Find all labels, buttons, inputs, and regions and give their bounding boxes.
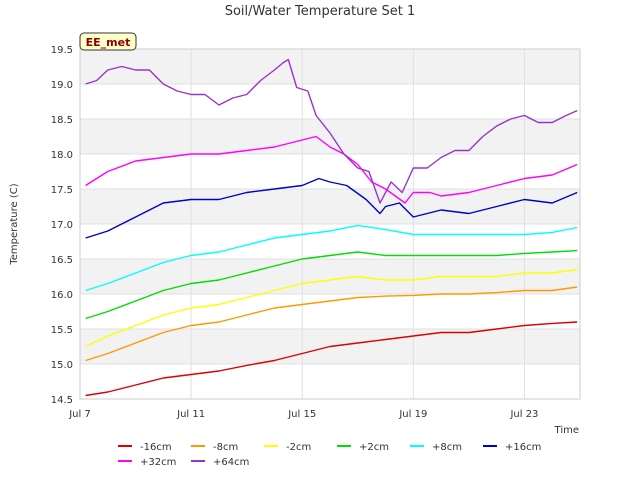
background-band: [80, 154, 580, 189]
y-tick-labels: 14.5 15.0 15.5 16.0 16.5 17.0 17.5 18.0 18.5 19.0…: [51, 45, 73, 406]
x-tick-label: Jul 23: [509, 409, 538, 420]
chart-title: Soil/Water Temperature Set 1: [225, 4, 416, 19]
background-band: [80, 84, 580, 119]
background-band: [80, 294, 580, 329]
legend-label: -8cm: [213, 442, 238, 453]
x-tick-label: Jul 19: [398, 409, 427, 420]
background-band: [80, 49, 580, 84]
series-line-+2cm: [85, 249, 578, 320]
site-badge-box: [79, 32, 137, 51]
background-band: [80, 224, 580, 259]
legend-label: +8cm: [432, 442, 462, 453]
y-tick-label: 15.5: [51, 325, 73, 336]
site-badge: EE_met: [79, 32, 137, 51]
y-tick-label: 14.5: [51, 395, 73, 406]
background-band: [80, 364, 580, 399]
y-axis-label: Temperature (C): [9, 183, 20, 265]
legend: -16cm -8cm -2cm +2cm +8cm +16cm +32cm +64cm: [118, 442, 541, 468]
series-line--2cm: [85, 268, 578, 348]
legend-label: +32cm: [140, 457, 176, 468]
y-tick-label: 16.5: [51, 255, 73, 266]
y-tick-label: 19.0: [51, 80, 73, 91]
series-line-+8cm: [85, 224, 578, 292]
series-line-+32cm: [85, 135, 578, 204]
background-band: [80, 259, 580, 294]
series-line--8cm: [85, 286, 578, 362]
y-tick-label: 16.0: [51, 290, 73, 301]
series-line-+64cm: [85, 58, 578, 204]
x-tick-label: Jul 7: [68, 409, 91, 420]
legend-label: -16cm: [140, 442, 172, 453]
y-tick-label: 17.0: [51, 220, 73, 231]
y-tick-label: 18.0: [51, 150, 73, 161]
background-band: [80, 119, 580, 154]
y-tick-label: 15.0: [51, 360, 73, 371]
x-axis-label: Time: [554, 425, 579, 436]
legend-label: +64cm: [213, 457, 249, 468]
y-tick-label: 19.5: [51, 45, 73, 56]
x-tick-label: Jul 15: [287, 409, 316, 420]
legend-label: -2cm: [286, 442, 311, 453]
x-tick-labels: Jul 7 Jul 11 Jul 15 Jul 19 Jul 23: [68, 409, 538, 420]
x-tick-label: Jul 11: [176, 409, 205, 420]
legend-label: +16cm: [505, 442, 541, 453]
site-badge-label: EE_met: [86, 36, 131, 49]
legend-label: +2cm: [359, 442, 389, 453]
series-line-+16cm: [85, 177, 578, 239]
y-tick-label: 17.5: [51, 185, 73, 196]
y-tick-label: 18.5: [51, 115, 73, 126]
plot-frame: [79, 48, 581, 400]
series-lines: [85, 58, 578, 397]
series-line--16cm: [85, 321, 578, 397]
